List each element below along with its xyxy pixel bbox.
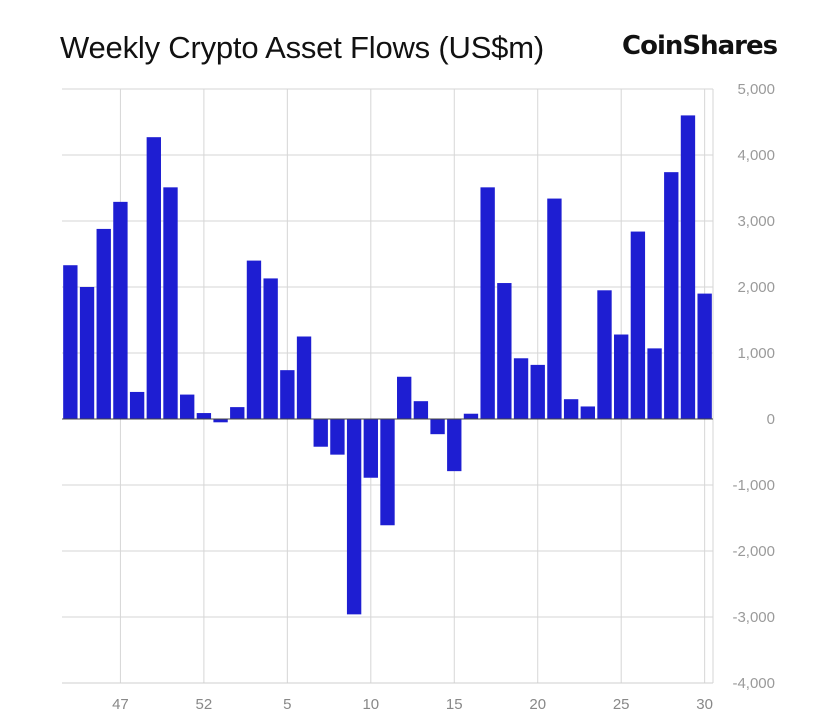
- bar: [630, 231, 646, 419]
- chart-title: Weekly Crypto Asset Flows (US$m): [60, 30, 544, 65]
- bars: [63, 115, 712, 615]
- x-tick-label: 15: [446, 696, 463, 713]
- y-tick-label: 2,000: [737, 279, 775, 296]
- bar: [697, 293, 712, 419]
- bar: [96, 228, 111, 419]
- bar: [363, 419, 378, 478]
- x-tick-label: 25: [613, 696, 630, 713]
- bar: [129, 391, 145, 419]
- bar: [63, 265, 78, 419]
- bar: [480, 187, 495, 419]
- x-tick-label: 52: [196, 696, 213, 713]
- bar: [313, 419, 328, 447]
- x-tick-label: 5: [283, 696, 291, 713]
- bar: [430, 419, 445, 435]
- x-tick-label: 10: [362, 696, 379, 713]
- bar: [597, 290, 612, 419]
- bar: [296, 336, 312, 419]
- y-tick-label: -3,000: [732, 609, 775, 626]
- bar: [196, 413, 212, 419]
- bar: [413, 401, 429, 419]
- bar: [563, 399, 579, 419]
- y-tick-label: 0: [767, 411, 775, 428]
- y-tick-label: 3,000: [737, 213, 775, 230]
- bar: [614, 334, 629, 419]
- bar: [463, 413, 479, 419]
- y-tick-label: 4,000: [737, 147, 775, 164]
- bar: [230, 407, 245, 419]
- bar: [380, 419, 395, 526]
- y-axis-ticks: 5,000 4,000 3,000 2,000 1,000 0 -1,000 -2,000 -3…: [732, 81, 775, 692]
- bar: [497, 283, 512, 419]
- y-tick-label: -4,000: [732, 675, 775, 692]
- bar: [163, 187, 178, 419]
- bar: [79, 287, 95, 419]
- bar: [330, 419, 345, 455]
- bar: [664, 172, 679, 419]
- bar: [280, 370, 295, 419]
- bar: [146, 137, 161, 419]
- bar: [513, 358, 529, 419]
- x-tick-label: 20: [529, 696, 546, 713]
- bar: [397, 376, 412, 419]
- bar: [647, 348, 662, 419]
- y-tick-label: 5,000: [737, 81, 775, 98]
- bar: [580, 406, 595, 419]
- bar: [346, 419, 362, 615]
- bar: [530, 364, 545, 419]
- bar: [547, 198, 562, 419]
- y-tick-label: 1,000: [737, 345, 775, 362]
- bar: [113, 201, 128, 419]
- x-tick-label: 47: [112, 696, 129, 713]
- bar: [263, 278, 278, 419]
- y-tick-label: -2,000: [732, 543, 775, 560]
- x-tick-label: 30: [696, 696, 713, 713]
- y-tick-label: -1,000: [732, 477, 775, 494]
- coinshares-logo: CoinShares: [622, 31, 778, 61]
- x-axis-ticks: 47 52 5 10 15 20 25 30: [112, 696, 713, 713]
- bar: [213, 419, 228, 423]
- bar: [246, 260, 262, 419]
- bar: [680, 115, 696, 420]
- bar: [180, 394, 195, 419]
- bar: [447, 419, 462, 472]
